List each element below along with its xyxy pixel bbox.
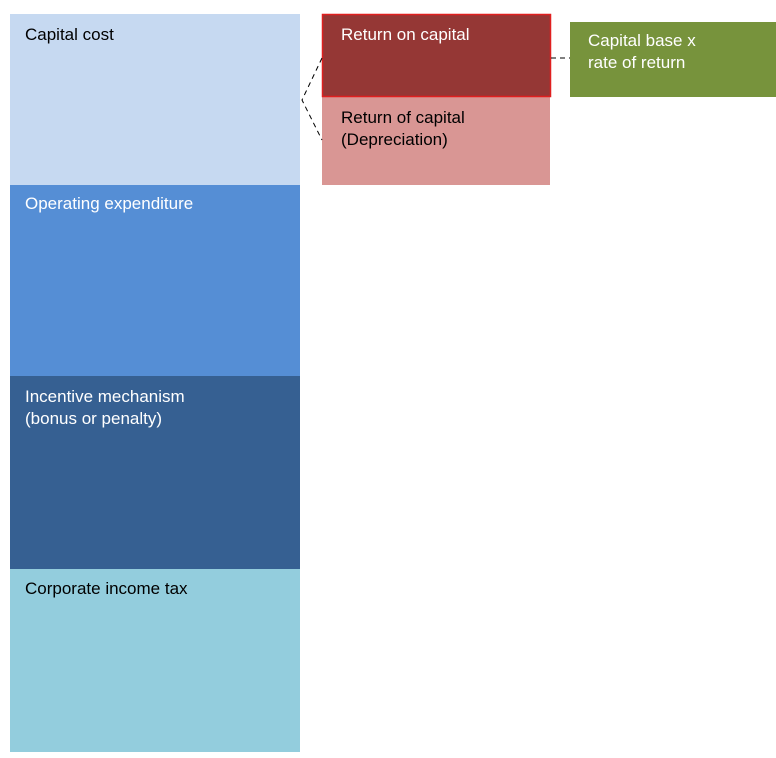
formula-label: rate of return: [588, 53, 685, 72]
capital-split-label: Return of capital: [341, 108, 465, 127]
block-label: Capital cost: [25, 25, 114, 44]
block-label: Incentive mechanism: [25, 387, 185, 406]
operating-expenditure-block: [10, 185, 300, 376]
return-on-capital-block: [321, 13, 552, 98]
incentive-block: [10, 376, 300, 569]
capital-split-label: (Depreciation): [341, 130, 448, 149]
block-label: Corporate income tax: [25, 579, 188, 598]
capital-cost-block: [10, 14, 300, 185]
block-label: (bonus or penalty): [25, 409, 162, 428]
capital-split-label: Return on capital: [341, 25, 470, 44]
bracket-connector: [301, 57, 323, 141]
return-of-capital-block: [322, 96, 550, 185]
block-label: Operating expenditure: [25, 194, 193, 213]
formula-label: Capital base x: [588, 31, 696, 50]
formula-block: [570, 22, 776, 97]
tax-block: [10, 569, 300, 752]
